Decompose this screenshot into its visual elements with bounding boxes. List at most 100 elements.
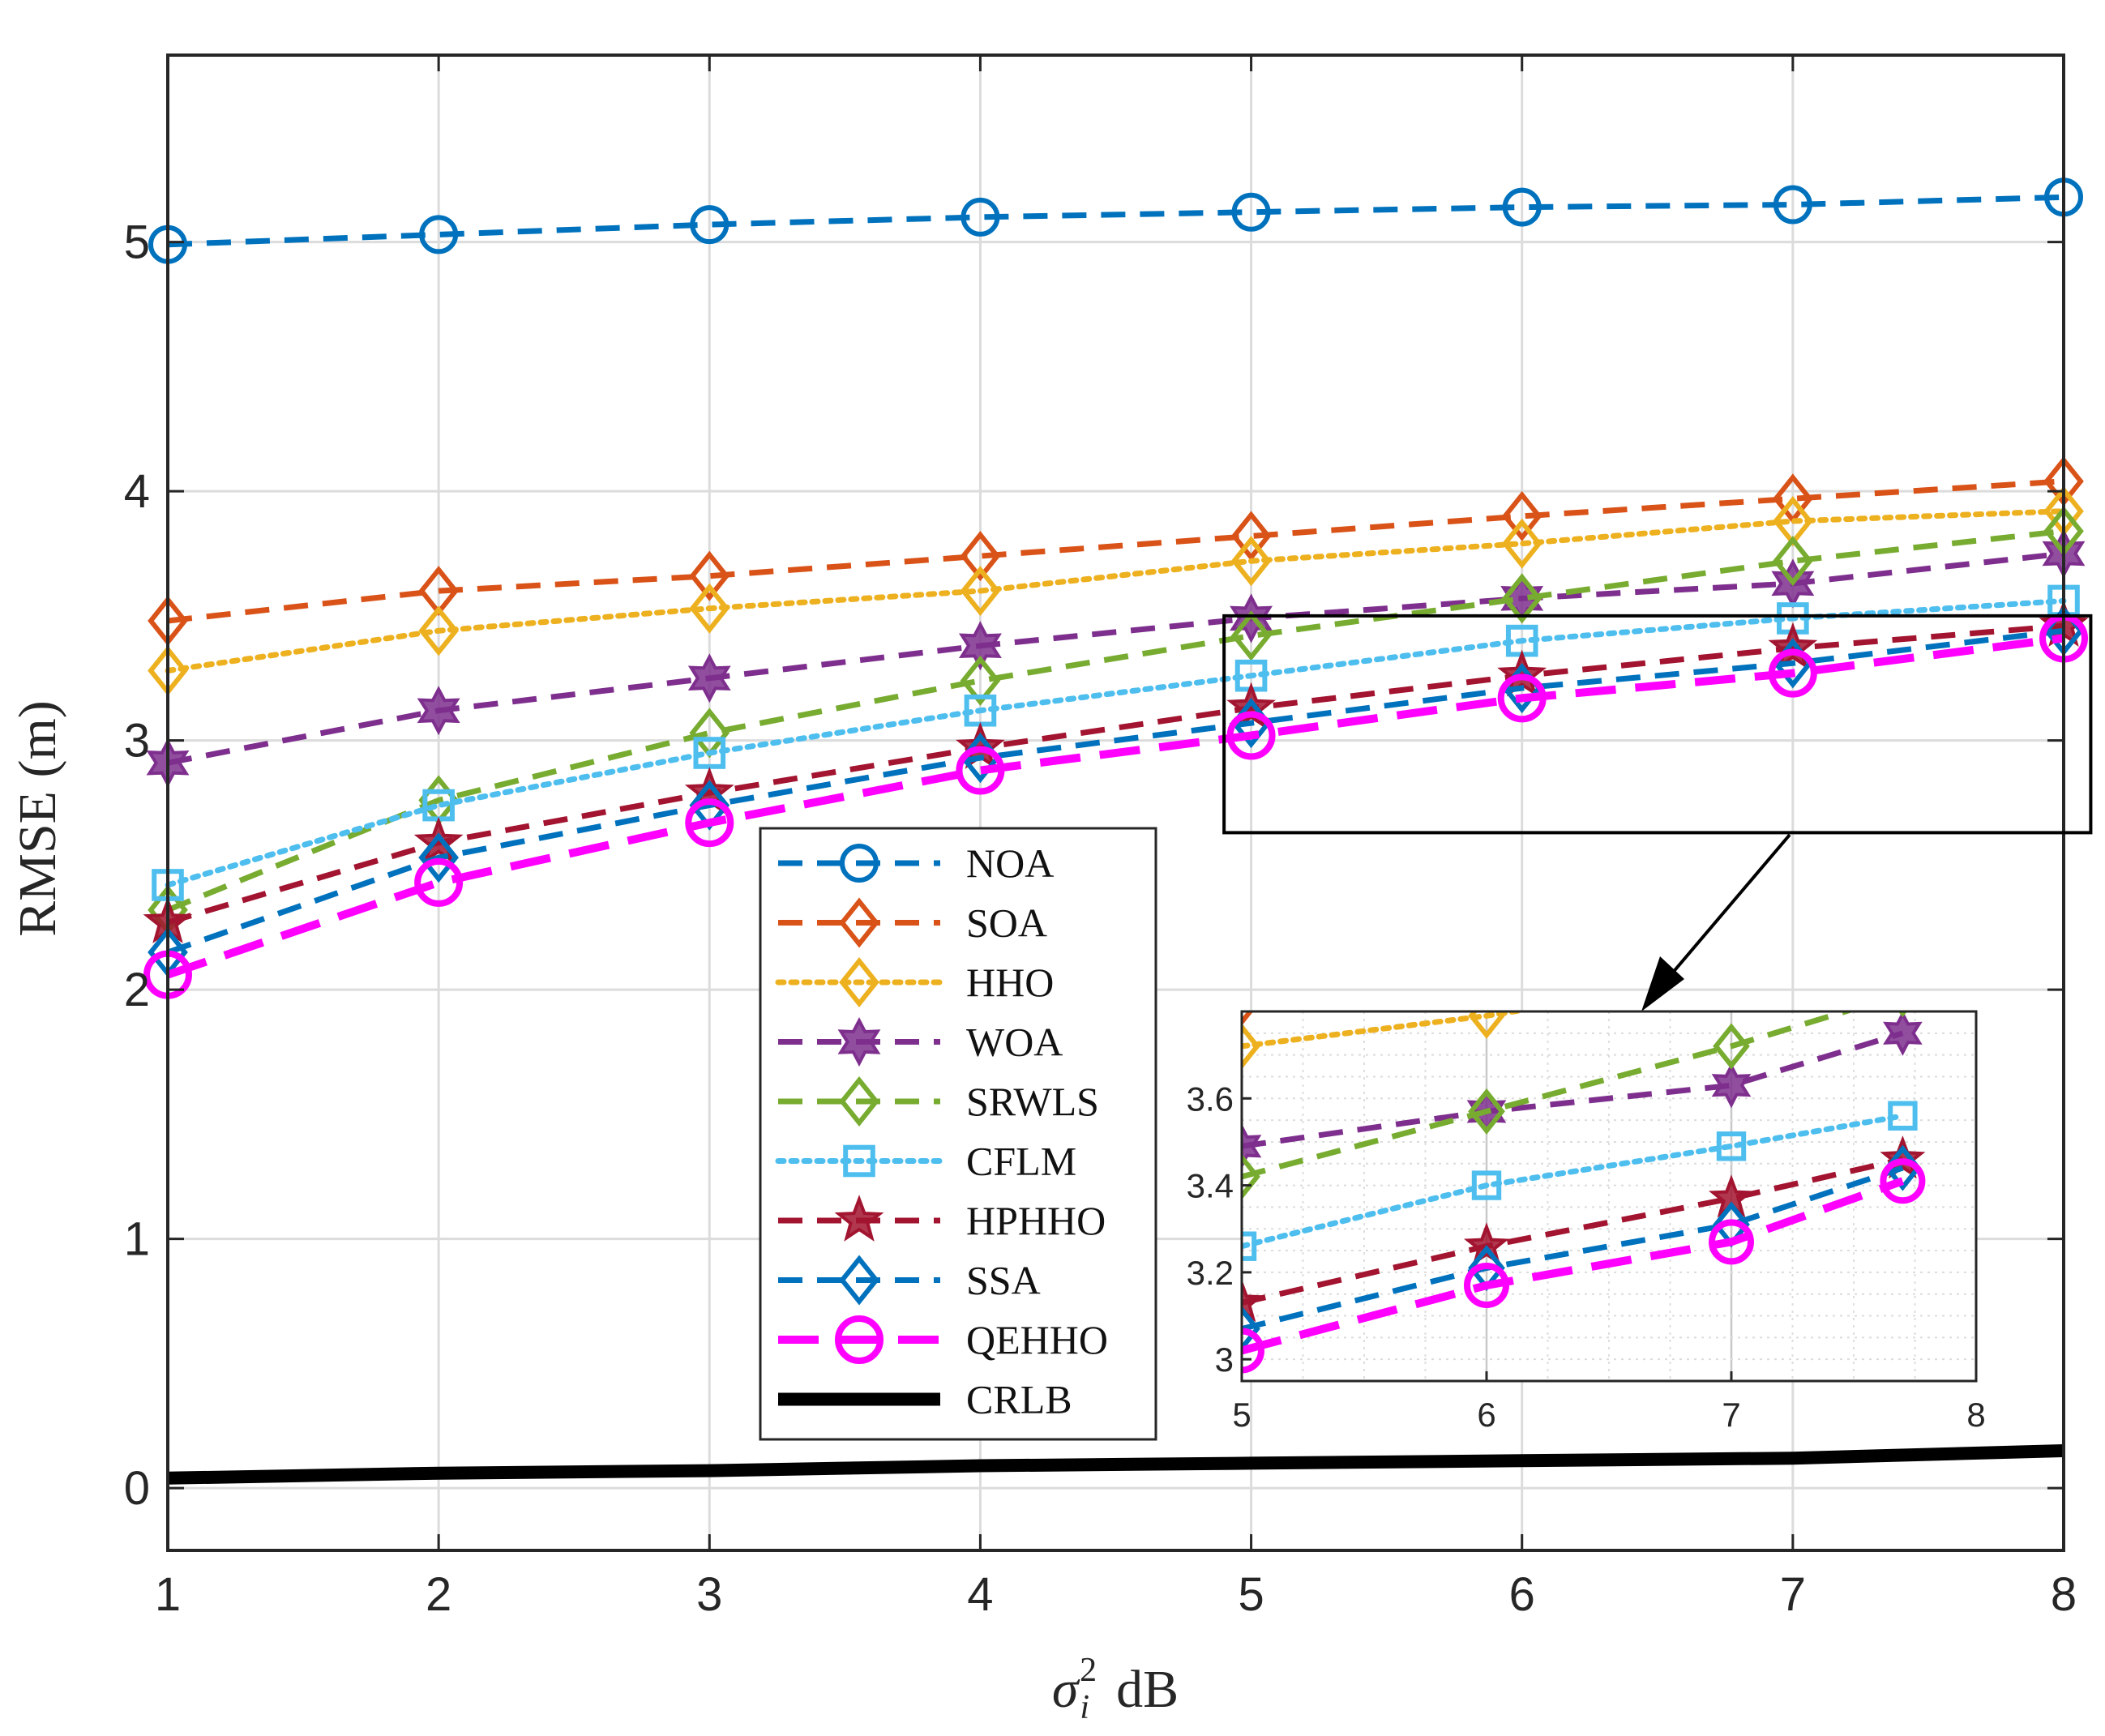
x-tick-label: 2	[426, 1568, 451, 1621]
series-crlb	[167, 1444, 2064, 1485]
data-point-qehho	[1768, 648, 1817, 698]
legend-item-srwls: SRWLS	[778, 1075, 1099, 1127]
legend: NOA SOA HHO WOA SRWLS CFLM HPHHO SSA QEHHO CRLB	[759, 827, 1157, 1441]
legend-label-crlb: CRLB	[966, 1377, 1072, 1422]
data-point-cflm	[693, 737, 726, 769]
legend-marker-cflm	[843, 1144, 875, 1178]
inset-data-point-qehho	[1242, 1328, 1264, 1374]
x-tick-label: 1	[155, 1568, 181, 1621]
inset-series-line-ssa	[1242, 1165, 1904, 1332]
legend-marker-hho	[839, 956, 879, 1008]
series-line-hphho	[167, 622, 2064, 926]
x-tick-label: 3	[696, 1568, 722, 1621]
legend-label-woa: WOA	[966, 1020, 1063, 1065]
inset-series-line-hphho	[1242, 1156, 1904, 1306]
data-point-srwls	[960, 655, 1001, 706]
x-axis-label: σi2 dB	[1052, 1652, 1179, 1726]
inset-data-point-hho	[1468, 1011, 1505, 1039]
legend-item-crlb: CRLB	[778, 1377, 1072, 1422]
data-point-qehho	[414, 857, 464, 907]
inset-axis-ticks: 5 6 7 8 3 3.2 3.4 3.6	[1187, 1080, 1986, 1434]
data-point-hho	[689, 583, 730, 634]
data-point-noa	[419, 215, 459, 254]
zoom-region-box	[1222, 614, 2093, 835]
series-noa	[148, 177, 2083, 264]
inset-series-line-hho	[1242, 1011, 1532, 1050]
series-line-noa	[167, 194, 2064, 248]
data-point-woa	[687, 653, 731, 703]
legend-item-hphho: HPHHO	[778, 1195, 1106, 1243]
data-point-noa	[1502, 187, 1542, 227]
data-point-noa	[690, 205, 729, 245]
data-point-hho	[1501, 518, 1542, 569]
inset-x-tick-label: 6	[1477, 1396, 1495, 1434]
inset-y-tick-label: 3.2	[1187, 1254, 1234, 1292]
inset-series-line-srwls	[1242, 1011, 1855, 1180]
x-axis-label-sub: i	[1080, 1689, 1089, 1726]
inset-data-point-srwls	[1242, 1153, 1260, 1200]
inset-frame	[1240, 1010, 1978, 1383]
inset-data-point-hho	[1242, 1023, 1260, 1070]
legend-label-noa: NOA	[966, 840, 1054, 886]
data-point-woa	[958, 621, 1002, 671]
inset-data-point-srwls	[1897, 1011, 1908, 1018]
legend-label-soa: SOA	[966, 900, 1047, 946]
data-point-soa	[689, 550, 730, 601]
legend-item-cflm: CFLM	[775, 1139, 1076, 1184]
data-point-hphho	[413, 816, 464, 864]
main-series-group	[143, 177, 2089, 1485]
inset-data-point-woa	[1242, 1123, 1262, 1169]
legend-label-hphho: HPHHO	[966, 1198, 1106, 1243]
legend-marker-woa	[837, 1017, 881, 1067]
inset-data-point-hphho	[1463, 1222, 1510, 1266]
inset-data-point-hphho	[1242, 1279, 1265, 1323]
inset-series-srwls	[1242, 1011, 1908, 1200]
inset-y-tick-label: 3.4	[1187, 1167, 1234, 1205]
y-axis-label: RMSE (m)	[8, 700, 67, 937]
data-point-qehho	[956, 746, 1005, 795]
data-point-soa	[1230, 511, 1272, 562]
y-tick-label: 2	[124, 964, 150, 1016]
inset-series-qehho	[1242, 1158, 1926, 1374]
series-line-woa	[167, 550, 2064, 766]
legend-marker-noa	[840, 844, 879, 883]
series-line-srwls	[166, 528, 2064, 913]
inset-series-hho	[1242, 1011, 1532, 1070]
x-axis-label-base: σ	[1052, 1660, 1080, 1719]
data-point-woa	[417, 686, 460, 736]
legend-item-soa: SOA	[778, 897, 1047, 948]
x-axis-label-sup: 2	[1080, 1652, 1097, 1689]
inset-data-point-cflm	[1888, 1101, 1918, 1131]
legend-item-hho: HHO	[775, 956, 1054, 1008]
inset-series-line-woa	[1242, 1030, 1904, 1149]
data-point-srwls	[1230, 610, 1272, 661]
inset-data-point-qehho	[1709, 1219, 1754, 1265]
x-tick-label: 6	[1509, 1568, 1535, 1621]
x-tick-label: 4	[967, 1568, 993, 1621]
data-point-qehho	[685, 798, 734, 848]
data-point-noa	[1231, 192, 1271, 232]
zoom-arrow	[1641, 833, 1791, 1011]
data-point-hphho	[1768, 622, 1818, 669]
inset-x-tick-label: 7	[1722, 1396, 1740, 1434]
inset-y-tick-label: 3	[1215, 1340, 1234, 1379]
legend-item-noa: NOA	[778, 840, 1054, 886]
data-point-noa	[961, 197, 1000, 237]
legend-label-hho: HHO	[966, 960, 1054, 1005]
data-point-hphho	[1497, 649, 1547, 697]
legend-marker-ssa	[839, 1255, 879, 1306]
data-point-srwls	[1773, 536, 1813, 587]
series-soa	[148, 455, 2084, 647]
series-line-ssa	[166, 627, 2064, 956]
inset-data-point-ssa	[1242, 1306, 1260, 1353]
data-point-noa	[1773, 185, 1812, 224]
legend-item-qehho: QEHHO	[778, 1315, 1108, 1364]
inset-data-point-woa	[1711, 1063, 1752, 1109]
data-point-soa	[960, 531, 1001, 582]
legend-marker-qehho	[835, 1315, 884, 1364]
x-tick-label: 7	[1780, 1568, 1806, 1621]
inset-data-point-srwls	[1468, 1088, 1505, 1135]
y-tick-label: 4	[124, 465, 150, 518]
y-tick-label: 0	[124, 1462, 150, 1515]
